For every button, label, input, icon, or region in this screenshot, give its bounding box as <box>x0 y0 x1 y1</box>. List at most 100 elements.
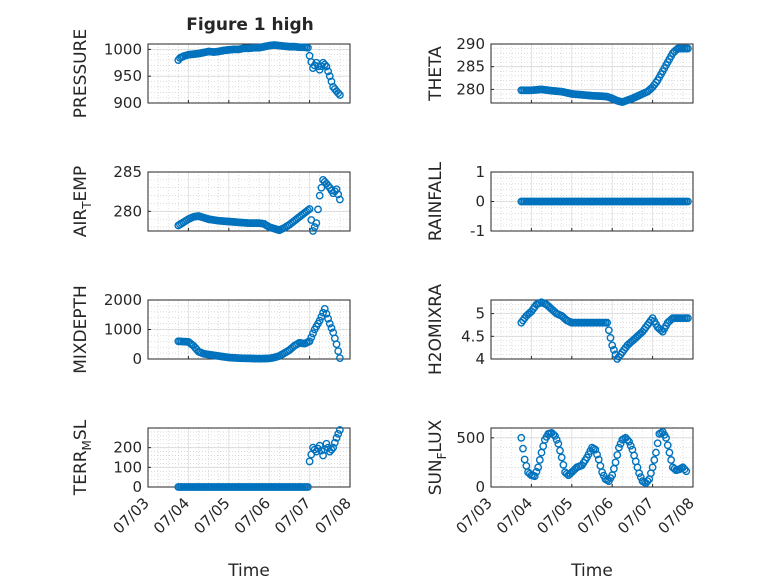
y-axis-label: H2OMIXRA <box>426 284 446 375</box>
y-axis-label: RAINFALL <box>426 161 446 241</box>
data-point <box>608 341 617 350</box>
y-tick-label: 950 <box>113 67 142 85</box>
data-point <box>648 463 657 472</box>
y-tick-label: 280 <box>456 80 485 98</box>
data-point <box>591 445 600 454</box>
y-axis-label-rest: EMP <box>71 166 91 202</box>
data-point <box>635 469 644 478</box>
x-tick-label: 07/04 <box>150 494 193 537</box>
x-tick-label: 07/05 <box>190 494 233 537</box>
y-tick-label: 290 <box>456 35 485 53</box>
data-point <box>335 426 344 434</box>
y-axis-label: SUNFLUX <box>426 419 449 495</box>
data-point <box>611 458 620 467</box>
y-tick-label: 0 <box>132 478 142 496</box>
y-axis-label: TERRMSL <box>71 419 94 496</box>
axes-box <box>147 171 351 232</box>
figure-title: Figure 1 high <box>186 15 314 35</box>
data-point <box>517 433 526 442</box>
data-point <box>665 448 674 457</box>
data-point <box>329 443 338 452</box>
data-point <box>609 346 618 354</box>
x-tick-label: 07/08 <box>655 494 698 537</box>
data-point <box>334 89 343 97</box>
y-axis-label-rest: LUX <box>426 419 446 452</box>
data-point <box>315 191 324 200</box>
data-point <box>317 446 326 455</box>
data-point <box>319 308 327 317</box>
data-point <box>534 463 543 472</box>
data-point <box>315 441 324 450</box>
y-axis-label-subscript: T <box>80 201 94 210</box>
data-point <box>334 429 343 438</box>
data-point <box>332 433 341 442</box>
data-point <box>593 450 601 459</box>
y-axis-label: THETA <box>426 46 446 102</box>
data-point <box>613 451 622 459</box>
data-point <box>320 304 329 313</box>
y-tick-label: 4 <box>475 350 485 368</box>
data-point <box>556 446 564 455</box>
data-point <box>317 183 326 192</box>
subplot-3: 280 285 AIRTEMP <box>71 163 351 237</box>
data-point <box>562 469 571 478</box>
y-tick-label: 0 <box>475 193 485 211</box>
data-point <box>535 456 544 464</box>
data-point <box>327 324 336 332</box>
y-axis-label: MIXDEPTH <box>71 285 91 374</box>
axes-box <box>147 43 351 104</box>
subplot-2: 280 285 290 THETA <box>426 35 694 106</box>
y-axis-label-subscript: M <box>80 440 94 450</box>
subplot-5: 0 1000 2000 MIXDEPTH <box>71 285 351 374</box>
y-axis-label-rest: SL <box>71 419 91 440</box>
axes-box <box>490 427 694 488</box>
data-point <box>519 444 527 453</box>
y-tick-label: 1000 <box>104 321 142 339</box>
data-point <box>625 437 633 446</box>
data-point <box>309 329 317 338</box>
data-point <box>603 318 612 327</box>
y-axis-label: PRESSURE <box>71 29 91 118</box>
data-point <box>609 464 618 473</box>
data-point <box>330 438 339 447</box>
data-point <box>604 326 613 335</box>
data-point <box>335 354 344 363</box>
x-tick-label: 07/07 <box>271 494 314 537</box>
data-point <box>549 430 558 439</box>
axes-box <box>490 43 694 104</box>
y-tick-label: 285 <box>456 58 485 76</box>
data-point <box>650 456 659 464</box>
x-tick-label: 07/04 <box>493 494 536 537</box>
y-axis-label: AIRTEMP <box>71 166 94 237</box>
data-point <box>551 431 559 440</box>
y-tick-label: 280 <box>113 202 142 220</box>
data-point <box>530 472 539 481</box>
y-axis-label-subscript: F <box>435 452 449 459</box>
data-point <box>312 219 321 228</box>
y-axis-label-main: TERR <box>71 450 91 496</box>
data-point <box>335 195 344 204</box>
data-point <box>667 456 676 464</box>
y-tick-label: 0 <box>132 350 142 368</box>
x-tick-label: 07/05 <box>533 494 576 537</box>
axes-box <box>490 299 694 360</box>
data-point <box>322 309 331 318</box>
data-point <box>554 439 563 448</box>
data-point <box>335 91 344 99</box>
data-point <box>663 441 672 450</box>
x-tick-label: 07/06 <box>574 494 617 537</box>
data-point <box>305 205 314 213</box>
data-point <box>332 185 341 194</box>
data-point <box>559 460 568 469</box>
data-point <box>615 443 623 452</box>
data-point <box>532 467 541 476</box>
data-point <box>314 205 322 214</box>
data-point <box>662 433 670 442</box>
data-point <box>557 453 566 462</box>
data-point <box>327 445 336 454</box>
y-tick-label: 1000 <box>104 40 142 58</box>
data-point <box>320 60 329 69</box>
x-tick-label: 07/03 <box>110 494 153 537</box>
